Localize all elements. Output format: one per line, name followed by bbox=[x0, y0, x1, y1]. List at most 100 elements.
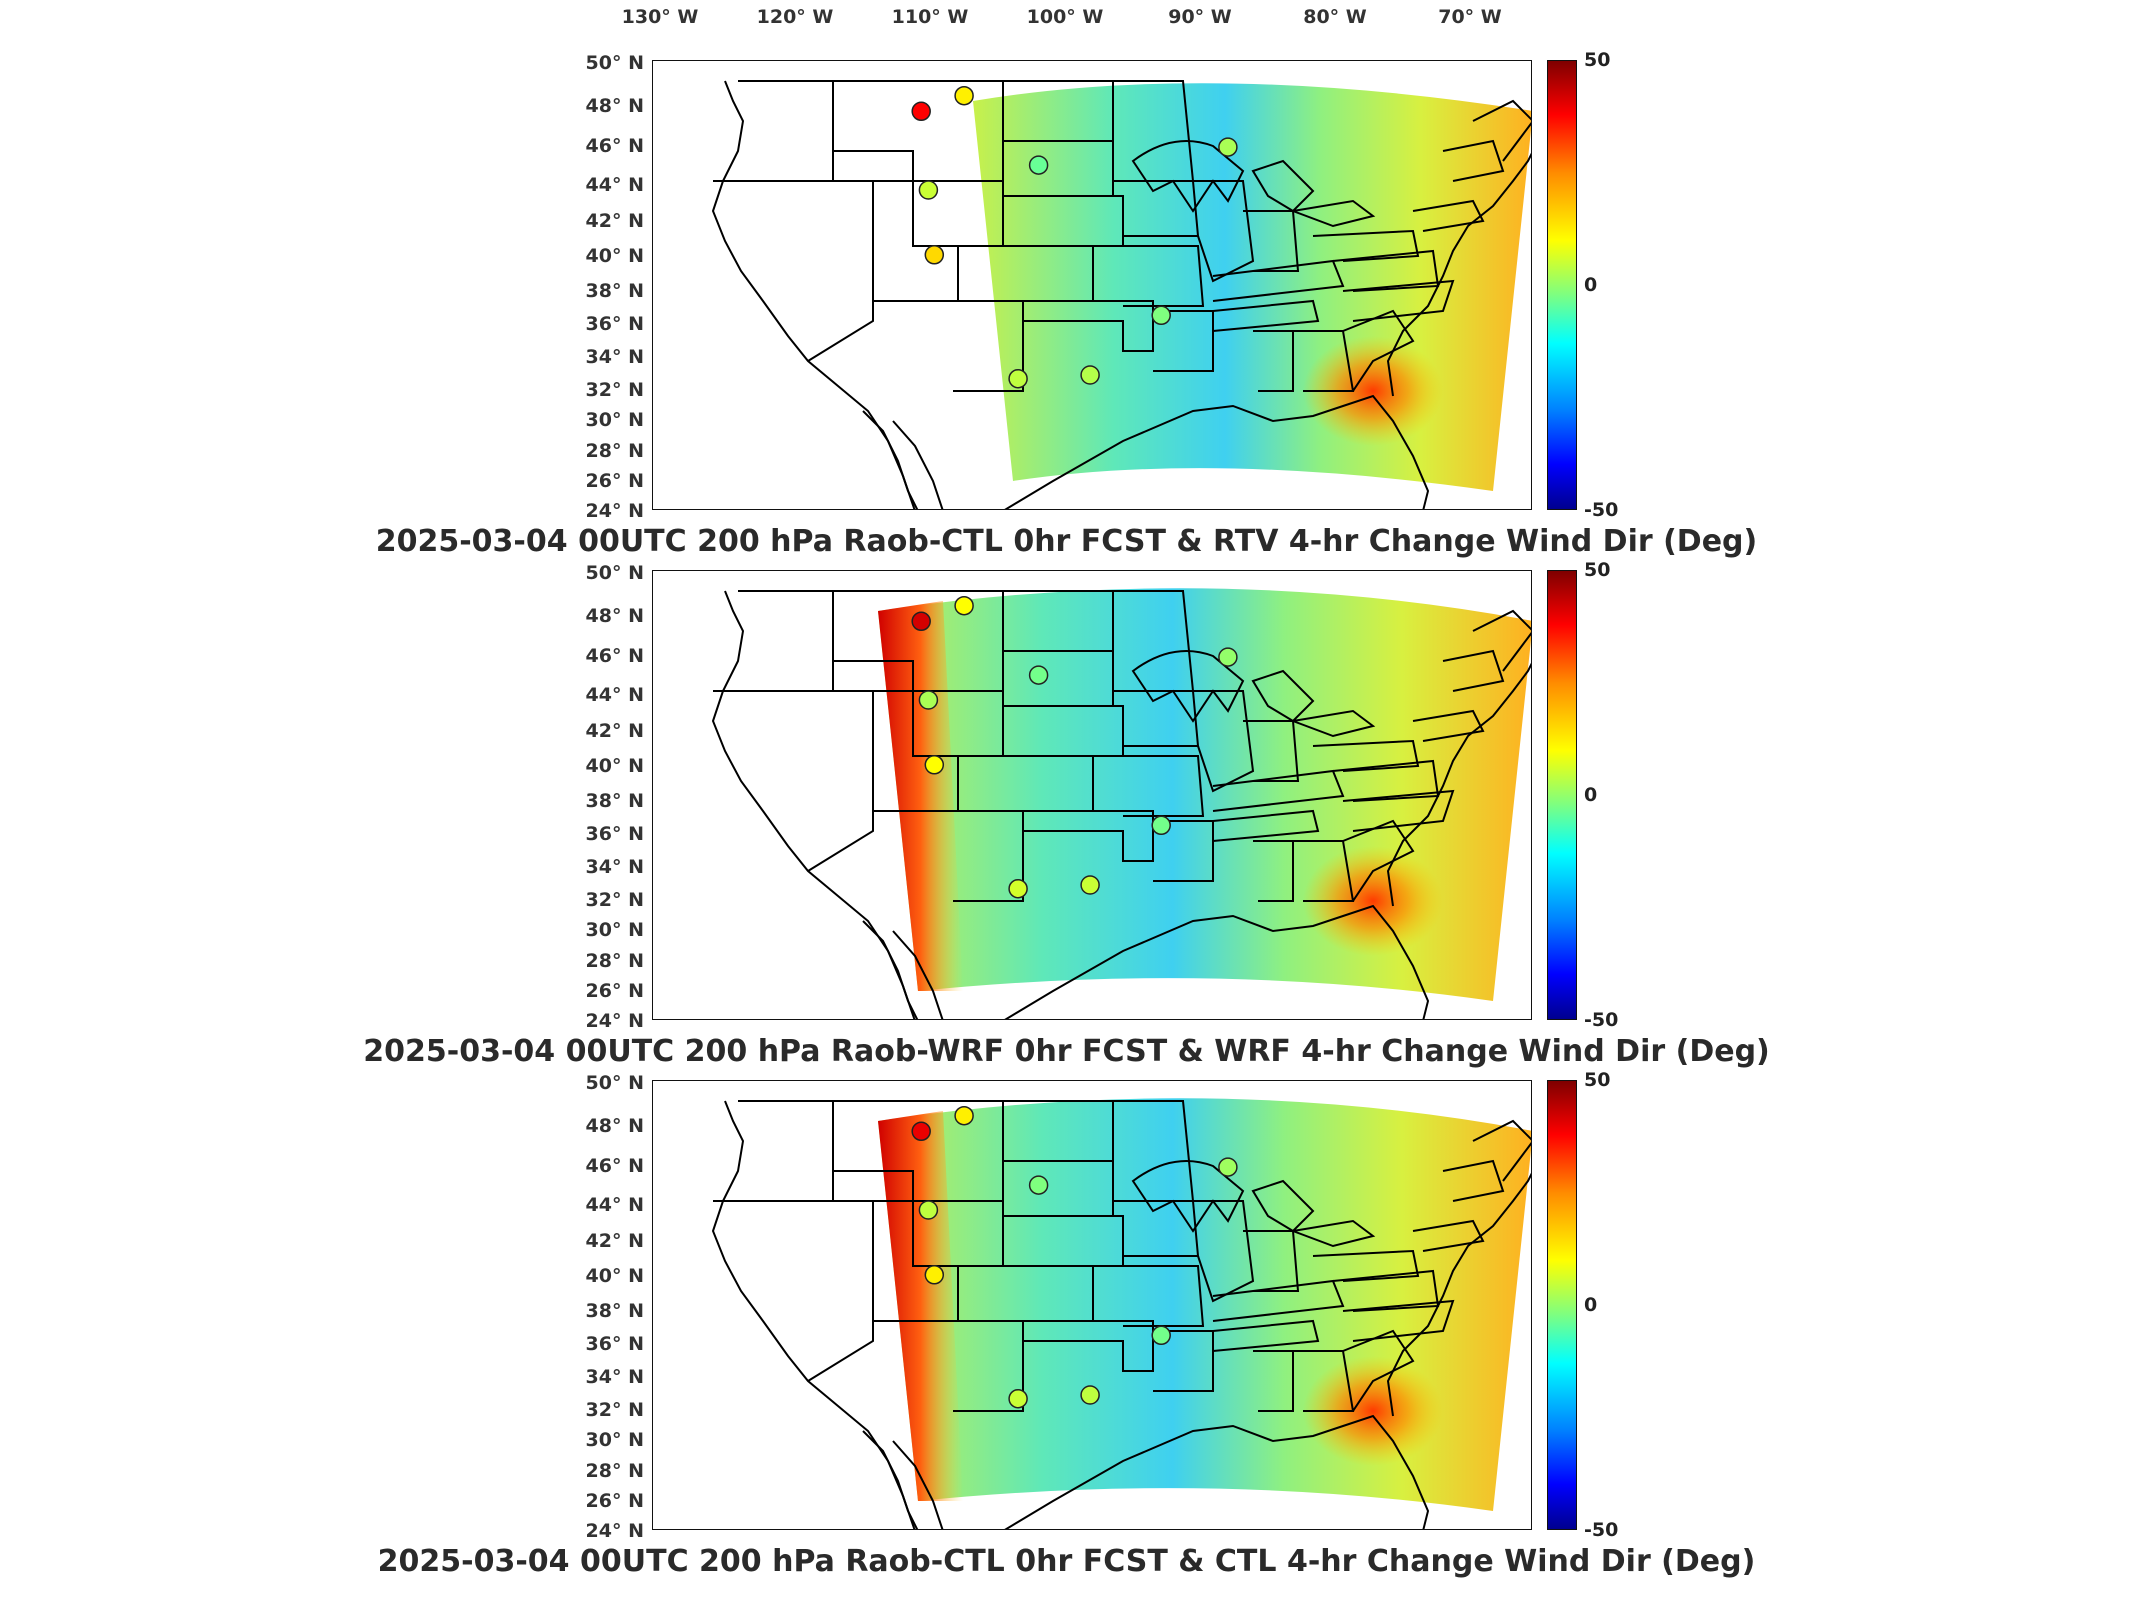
colorbar bbox=[1547, 570, 1577, 1020]
latitude-tick-label: 24° N bbox=[585, 500, 644, 522]
raob-station-marker bbox=[1080, 1385, 1100, 1405]
latitude-tick-label: 36° N bbox=[585, 823, 644, 845]
latitude-tick-label: 34° N bbox=[585, 1366, 644, 1388]
colorbar-tick-label: -50 bbox=[1584, 499, 1619, 521]
latitude-tick-label: 32° N bbox=[585, 889, 644, 911]
longitude-tick-label: 90° W bbox=[1168, 6, 1232, 28]
raob-station-marker bbox=[1028, 665, 1049, 685]
panel-title: 2025-03-04 00UTC 200 hPa Raob-WRF 0hr FC… bbox=[363, 1034, 1770, 1069]
latitude-tick-label: 46° N bbox=[585, 1155, 644, 1177]
raob-station-marker bbox=[1028, 155, 1049, 175]
panel-title: 2025-03-04 00UTC 200 hPa Raob-CTL 0hr FC… bbox=[375, 524, 1758, 559]
latitude-tick-label: 48° N bbox=[585, 1115, 644, 1137]
southeast-anomaly bbox=[1303, 846, 1443, 956]
colorbar-tick-label: 0 bbox=[1584, 1294, 1598, 1316]
map-frame bbox=[652, 1080, 1532, 1530]
raob-station-marker bbox=[1008, 368, 1028, 389]
raob-station-marker bbox=[1008, 1388, 1028, 1409]
latitude-tick-label: 40° N bbox=[585, 755, 644, 777]
raob-station-marker bbox=[918, 1200, 939, 1220]
latitude-tick-label: 30° N bbox=[585, 1429, 644, 1451]
latitude-tick-label: 26° N bbox=[585, 980, 644, 1002]
latitude-tick-label: 42° N bbox=[585, 1230, 644, 1252]
western-boundary-band bbox=[878, 601, 963, 991]
latitude-tick-label: 34° N bbox=[585, 346, 644, 368]
latitude-tick-label: 28° N bbox=[585, 950, 644, 972]
forecast-field bbox=[973, 83, 1531, 491]
latitude-tick-label: 24° N bbox=[585, 1520, 644, 1542]
latitude-tick-label: 42° N bbox=[585, 720, 644, 742]
raob-station-marker bbox=[1218, 647, 1238, 667]
southeast-anomaly bbox=[1303, 1356, 1443, 1466]
southeast-anomaly bbox=[1303, 336, 1443, 446]
raob-station-marker bbox=[1028, 1175, 1049, 1195]
colorbar-tick-label: -50 bbox=[1584, 1009, 1619, 1031]
raob-station-marker bbox=[924, 755, 945, 775]
latitude-tick-label: 36° N bbox=[585, 1333, 644, 1355]
latitude-tick-label: 28° N bbox=[585, 440, 644, 462]
raob-station-marker bbox=[911, 101, 931, 122]
raob-station-marker bbox=[1218, 137, 1238, 157]
forecast-field bbox=[878, 588, 1531, 1001]
latitude-tick-label: 46° N bbox=[585, 645, 644, 667]
latitude-tick-label: 34° N bbox=[585, 856, 644, 878]
latitude-tick-label: 28° N bbox=[585, 1460, 644, 1482]
latitude-tick-label: 38° N bbox=[585, 1300, 644, 1322]
colorbar bbox=[1547, 60, 1577, 510]
colorbar-tick-label: 50 bbox=[1584, 1069, 1611, 1091]
latitude-tick-label: 24° N bbox=[585, 1010, 644, 1032]
raob-station-marker bbox=[1218, 1157, 1238, 1177]
raob-station-marker bbox=[954, 1105, 974, 1126]
colorbar bbox=[1547, 1080, 1577, 1530]
latitude-tick-label: 32° N bbox=[585, 1399, 644, 1421]
map-svg bbox=[711, 1098, 1531, 1529]
panel-title: 2025-03-04 00UTC 200 hPa Raob-CTL 0hr FC… bbox=[377, 1544, 1756, 1579]
raob-station-marker bbox=[954, 85, 974, 106]
raob-station-marker bbox=[924, 245, 945, 265]
longitude-tick-label: 80° W bbox=[1303, 6, 1367, 28]
latitude-tick-label: 38° N bbox=[585, 790, 644, 812]
longitude-tick-label: 70° W bbox=[1438, 6, 1502, 28]
map-frame bbox=[652, 570, 1532, 1020]
colorbar-tick-label: 50 bbox=[1584, 559, 1611, 581]
raob-station-marker bbox=[924, 1265, 945, 1285]
raob-station-marker bbox=[1008, 878, 1028, 899]
latitude-tick-label: 44° N bbox=[585, 1194, 644, 1216]
latitude-tick-label: 46° N bbox=[585, 135, 644, 157]
latitude-tick-label: 50° N bbox=[585, 562, 644, 584]
latitude-tick-label: 40° N bbox=[585, 245, 644, 267]
latitude-tick-label: 42° N bbox=[585, 210, 644, 232]
latitude-tick-label: 48° N bbox=[585, 95, 644, 117]
map-frame bbox=[652, 60, 1532, 510]
latitude-tick-label: 44° N bbox=[585, 174, 644, 196]
state-boundaries bbox=[711, 80, 1531, 509]
raob-station-marker bbox=[911, 611, 931, 632]
latitude-tick-label: 36° N bbox=[585, 313, 644, 335]
raob-station-marker bbox=[954, 595, 974, 616]
western-boundary-band bbox=[878, 1111, 963, 1501]
colorbar-tick-label: -50 bbox=[1584, 1519, 1619, 1541]
state-boundaries bbox=[711, 590, 1531, 1019]
longitude-tick-label: 130° W bbox=[621, 6, 699, 28]
latitude-tick-label: 50° N bbox=[585, 52, 644, 74]
raob-station-marker bbox=[1080, 365, 1100, 385]
latitude-tick-label: 26° N bbox=[585, 1490, 644, 1512]
latitude-tick-label: 40° N bbox=[585, 1265, 644, 1287]
latitude-tick-label: 30° N bbox=[585, 919, 644, 941]
raob-station-marker bbox=[1080, 875, 1100, 895]
forecast-field bbox=[878, 1098, 1531, 1511]
map-svg bbox=[711, 80, 1531, 509]
latitude-tick-label: 30° N bbox=[585, 409, 644, 431]
latitude-tick-label: 32° N bbox=[585, 379, 644, 401]
longitude-tick-label: 110° W bbox=[891, 6, 969, 28]
raob-station-marker bbox=[1151, 1325, 1171, 1346]
raob-station-marker bbox=[1151, 305, 1171, 326]
latitude-tick-label: 26° N bbox=[585, 470, 644, 492]
raob-station-marker bbox=[918, 690, 939, 710]
latitude-tick-label: 44° N bbox=[585, 684, 644, 706]
map-svg bbox=[711, 588, 1531, 1019]
latitude-tick-label: 50° N bbox=[585, 1072, 644, 1094]
raob-station-marker bbox=[1151, 815, 1171, 836]
raob-station-marker bbox=[911, 1121, 931, 1142]
latitude-tick-label: 38° N bbox=[585, 280, 644, 302]
